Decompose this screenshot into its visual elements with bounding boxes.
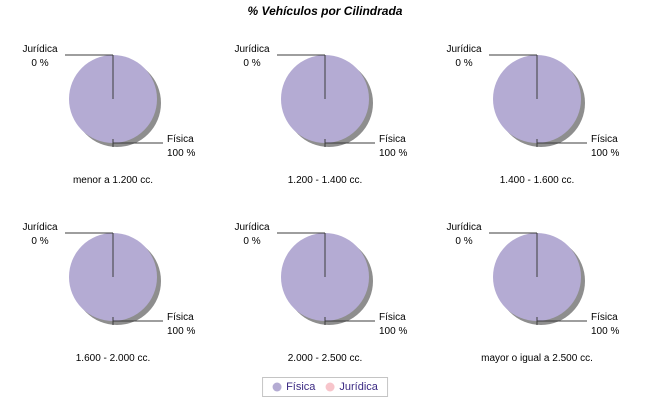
legend-marker-juridica bbox=[325, 382, 335, 392]
callout-label-juridica: Jurídica bbox=[446, 44, 481, 55]
callout-value-juridica: 0 % bbox=[455, 236, 472, 247]
pie-chart: Jurídica 0 % Física 100 % bbox=[446, 44, 619, 159]
pie-chart-cell: Jurídica 0 % Física 100 % 1.400 - 1.600 … bbox=[431, 38, 643, 198]
callout-label-fisica: Física bbox=[379, 134, 406, 145]
pie-chart-cell: Jurídica 0 % Física 100 % menor a 1.200 … bbox=[7, 38, 219, 198]
callout-label-juridica: Jurídica bbox=[234, 44, 269, 55]
pie-chart: Jurídica 0 % Física 100 % bbox=[446, 222, 619, 337]
pie-chart: Jurídica 0 % Física 100 % bbox=[22, 44, 195, 159]
pie-category-label: 1.600 - 2.000 cc. bbox=[75, 353, 151, 364]
legend-item-juridica: Jurídica bbox=[325, 381, 378, 393]
pie-chart: Jurídica 0 % Física 100 % bbox=[22, 222, 195, 337]
pie-chart: Jurídica 0 % Física 100 % bbox=[234, 222, 407, 337]
callout-label-fisica: Física bbox=[167, 312, 194, 323]
chart-title: % Vehículos por Cilindrada bbox=[247, 4, 403, 18]
legend-marker-fisica bbox=[272, 382, 282, 392]
callout-label-fisica: Física bbox=[591, 312, 618, 323]
callout-value-juridica: 0 % bbox=[31, 58, 48, 69]
legend-marker-juridica-icon bbox=[325, 382, 335, 392]
pie-chart-cell: Jurídica 0 % Física 100 % mayor o igual … bbox=[431, 216, 643, 376]
callout-label-fisica: Física bbox=[591, 134, 618, 145]
pie-category-label: menor a 1.200 cc. bbox=[72, 175, 154, 186]
callout-value-juridica: 0 % bbox=[243, 58, 260, 69]
pie-chart-cell: Jurídica 0 % Física 100 % 1.600 - 2.000 … bbox=[7, 216, 219, 376]
callout-label-juridica: Jurídica bbox=[446, 222, 481, 233]
pie-category-label: 2.000 - 2.500 cc. bbox=[287, 353, 363, 364]
pie-chart-cell: Jurídica 0 % Física 100 % 2.000 - 2.500 … bbox=[219, 216, 431, 376]
pie-category-label: 1.200 - 1.400 cc. bbox=[287, 175, 363, 186]
callout-value-fisica: 100 % bbox=[379, 326, 407, 337]
pie-category-label: mayor o igual a 2.500 cc. bbox=[481, 353, 593, 364]
callout-value-fisica: 100 % bbox=[167, 326, 195, 337]
callout-label-juridica: Jurídica bbox=[22, 44, 57, 55]
legend-marker-fisica-icon bbox=[272, 382, 282, 392]
callout-value-juridica: 0 % bbox=[243, 236, 260, 247]
callout-value-fisica: 100 % bbox=[591, 148, 619, 159]
callout-value-fisica: 100 % bbox=[167, 148, 195, 159]
legend: Física Jurídica bbox=[262, 377, 388, 397]
callout-label-juridica: Jurídica bbox=[234, 222, 269, 233]
legend-label-juridica: Jurídica bbox=[339, 381, 378, 393]
callout-label-fisica: Física bbox=[379, 312, 406, 323]
callout-value-juridica: 0 % bbox=[455, 58, 472, 69]
pie-chart: Jurídica 0 % Física 100 % bbox=[234, 44, 407, 159]
callout-label-juridica: Jurídica bbox=[22, 222, 57, 233]
legend-item-fisica: Física bbox=[272, 381, 315, 393]
pie-chart-cell: Jurídica 0 % Física 100 % 1.200 - 1.400 … bbox=[219, 38, 431, 198]
callout-value-juridica: 0 % bbox=[31, 236, 48, 247]
callout-label-fisica: Física bbox=[167, 134, 194, 145]
pie-category-label: 1.400 - 1.600 cc. bbox=[499, 175, 575, 186]
legend-label-fisica: Física bbox=[286, 381, 316, 393]
callout-value-fisica: 100 % bbox=[379, 148, 407, 159]
callout-value-fisica: 100 % bbox=[591, 326, 619, 337]
